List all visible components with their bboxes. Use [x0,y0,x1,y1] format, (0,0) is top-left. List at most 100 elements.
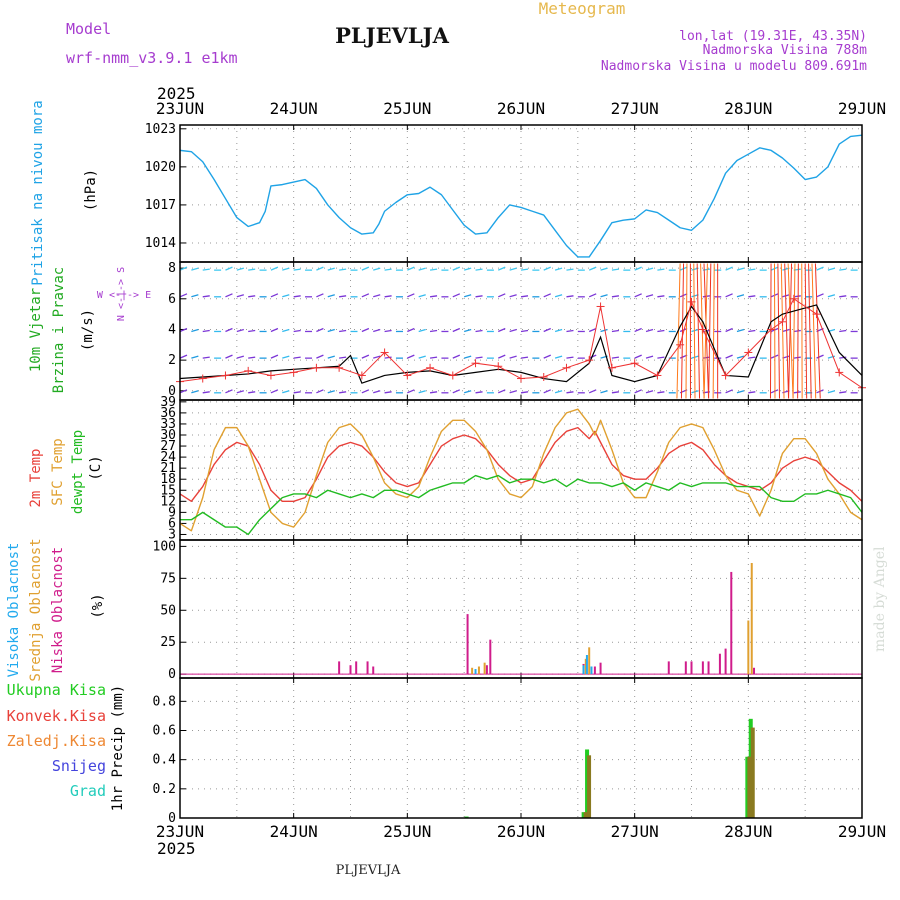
y-tick-label: 39 [160,395,176,410]
wind-arrow [657,295,665,298]
wind-arrow [463,390,472,394]
bar-clouds [753,667,756,675]
wind-arrow [793,356,801,359]
wind-arrow [407,389,415,394]
wind-arrow [736,355,745,359]
wind-arrow [566,391,574,394]
wind-arrow [179,327,188,333]
wind-arrow [191,267,199,271]
model-label: Model [66,20,111,38]
wind-arrow [839,295,847,298]
y-tick-label: 0.6 [153,724,176,739]
wind-arrow [554,355,563,359]
pressure-ylabel: Pritisak na nivou mora [30,100,46,285]
wind-arrow [316,293,324,298]
cloud-ylabel-high: Visoka Oblacnost [6,543,22,678]
wind-arrow [773,263,776,399]
temp-ylabel-2m: 2m Temp [28,448,44,507]
wind-arrow [600,390,608,394]
wind-arrow [282,355,290,359]
wind-arrow [327,390,335,394]
wind-arrow [316,354,324,359]
y-tick-label: 0 [168,811,176,826]
wind-arrow [248,268,256,271]
wind-arrow [736,267,745,271]
wind-arrow [634,266,642,271]
wind-arrow [407,266,415,271]
cloud-ylabel-low: Niska Oblacnost [50,547,66,673]
x-tick-bottom-5: 28JUN [724,822,772,841]
wind-arrow [498,327,506,333]
wind-arrow [236,390,245,394]
wind-arrow [498,266,506,271]
wind-arrow [691,328,699,333]
bar-clouds [718,653,721,675]
wind-arrow [179,266,188,271]
wind-arrow [554,294,563,298]
x-tick-bottom-4: 27JUN [611,822,659,841]
wind-arrow [725,389,733,394]
wind-arrow [452,389,461,394]
wind-arrow [811,263,817,399]
wind-arrow [827,390,836,394]
wind-arrow [520,329,529,333]
bar-precip [587,755,592,818]
wind-arrow [634,293,642,298]
y-tick-label: 1014 [145,236,176,251]
wind-arrow [797,263,799,399]
precip-legend-0: Ukupna Kisa [7,681,106,699]
wind-arrow [293,356,301,359]
wind-arrow [339,268,347,271]
x-tick-top-1: 24JUN [270,99,318,118]
precip-legend-1: Konvek.Kisa [7,707,106,725]
x-tick-top-4: 27JUN [611,99,659,118]
wind-arrow [463,355,472,359]
wind-arrow [463,328,472,333]
bar-clouds [338,661,341,675]
y-tick-label: 9 [168,505,176,520]
wind-arrow [498,354,506,359]
y-tick-label: 1017 [145,198,176,213]
panel-frame [179,539,863,679]
wind-arrow [645,328,654,333]
wind-arrow [554,328,563,333]
wind-arrow [373,294,381,298]
bar-clouds [667,661,670,675]
elevation-model-label: Nadmorska Visina u modelu 809.691m [601,59,867,74]
wind-arrow [543,389,551,394]
wind-arrow [679,293,688,298]
bar-clouds [466,614,469,675]
y-tick-label: 6 [168,516,176,531]
wind-arrow [498,389,506,394]
bar-clouds [474,669,477,675]
wind-arrow [827,267,836,271]
wind-arrow [179,354,188,359]
wind-arrow [236,267,245,271]
wind-arrow [429,268,438,271]
wind-arrow [702,356,710,359]
bar-clouds [585,655,588,675]
x-tick-top-3: 26JUN [497,99,545,118]
wind-arrow [191,355,199,359]
bar-clouds [750,563,753,675]
y-tick-label: 4 [168,322,176,337]
y-tick-label: 36 [160,406,176,421]
wind-arrow [293,391,301,394]
temperature-series-1 [179,408,863,532]
wind-arrow [685,263,688,399]
wind-arrow [634,354,642,359]
wind-arrow [808,263,812,399]
wind-arrow [543,354,551,359]
wind-arrow [452,266,461,271]
y-tick-label: 3 [168,527,176,542]
wind-arrow [293,268,301,271]
wind-ylabel-1: 10m Vjetar [28,288,44,372]
wind-arrow [566,268,574,271]
wind-arrow [361,266,370,271]
wind-arrow [520,295,529,298]
wind-arrow [327,355,335,359]
wind-arrow [191,328,199,333]
y-tick-label: 75 [160,571,176,586]
